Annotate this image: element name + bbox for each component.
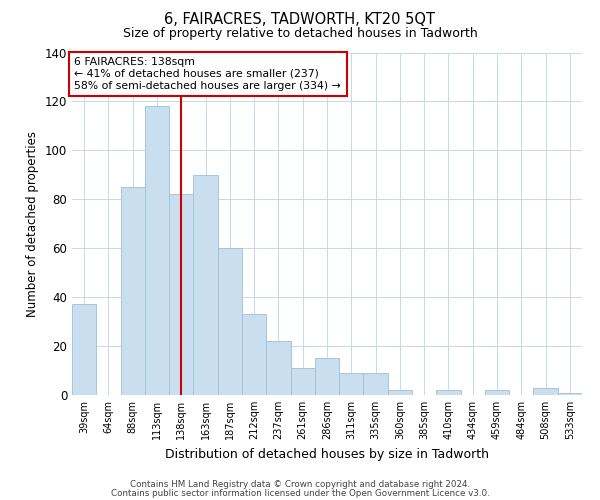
Bar bbox=[72, 304, 96, 395]
Bar bbox=[218, 248, 242, 395]
Text: Size of property relative to detached houses in Tadworth: Size of property relative to detached ho… bbox=[122, 28, 478, 40]
Bar bbox=[485, 390, 509, 395]
Bar bbox=[290, 368, 315, 395]
Bar bbox=[339, 373, 364, 395]
Bar bbox=[242, 314, 266, 395]
Bar bbox=[315, 358, 339, 395]
Text: Contains HM Land Registry data © Crown copyright and database right 2024.: Contains HM Land Registry data © Crown c… bbox=[130, 480, 470, 489]
Bar bbox=[169, 194, 193, 395]
Bar bbox=[388, 390, 412, 395]
Bar bbox=[145, 106, 169, 395]
Bar bbox=[266, 341, 290, 395]
Bar bbox=[533, 388, 558, 395]
Text: Contains public sector information licensed under the Open Government Licence v3: Contains public sector information licen… bbox=[110, 488, 490, 498]
Bar bbox=[193, 175, 218, 395]
Y-axis label: Number of detached properties: Number of detached properties bbox=[26, 130, 39, 317]
Bar bbox=[436, 390, 461, 395]
X-axis label: Distribution of detached houses by size in Tadworth: Distribution of detached houses by size … bbox=[165, 448, 489, 460]
Text: 6 FAIRACRES: 138sqm
← 41% of detached houses are smaller (237)
58% of semi-detac: 6 FAIRACRES: 138sqm ← 41% of detached ho… bbox=[74, 58, 341, 90]
Bar bbox=[121, 187, 145, 395]
Bar bbox=[558, 392, 582, 395]
Text: 6, FAIRACRES, TADWORTH, KT20 5QT: 6, FAIRACRES, TADWORTH, KT20 5QT bbox=[164, 12, 436, 28]
Bar bbox=[364, 373, 388, 395]
